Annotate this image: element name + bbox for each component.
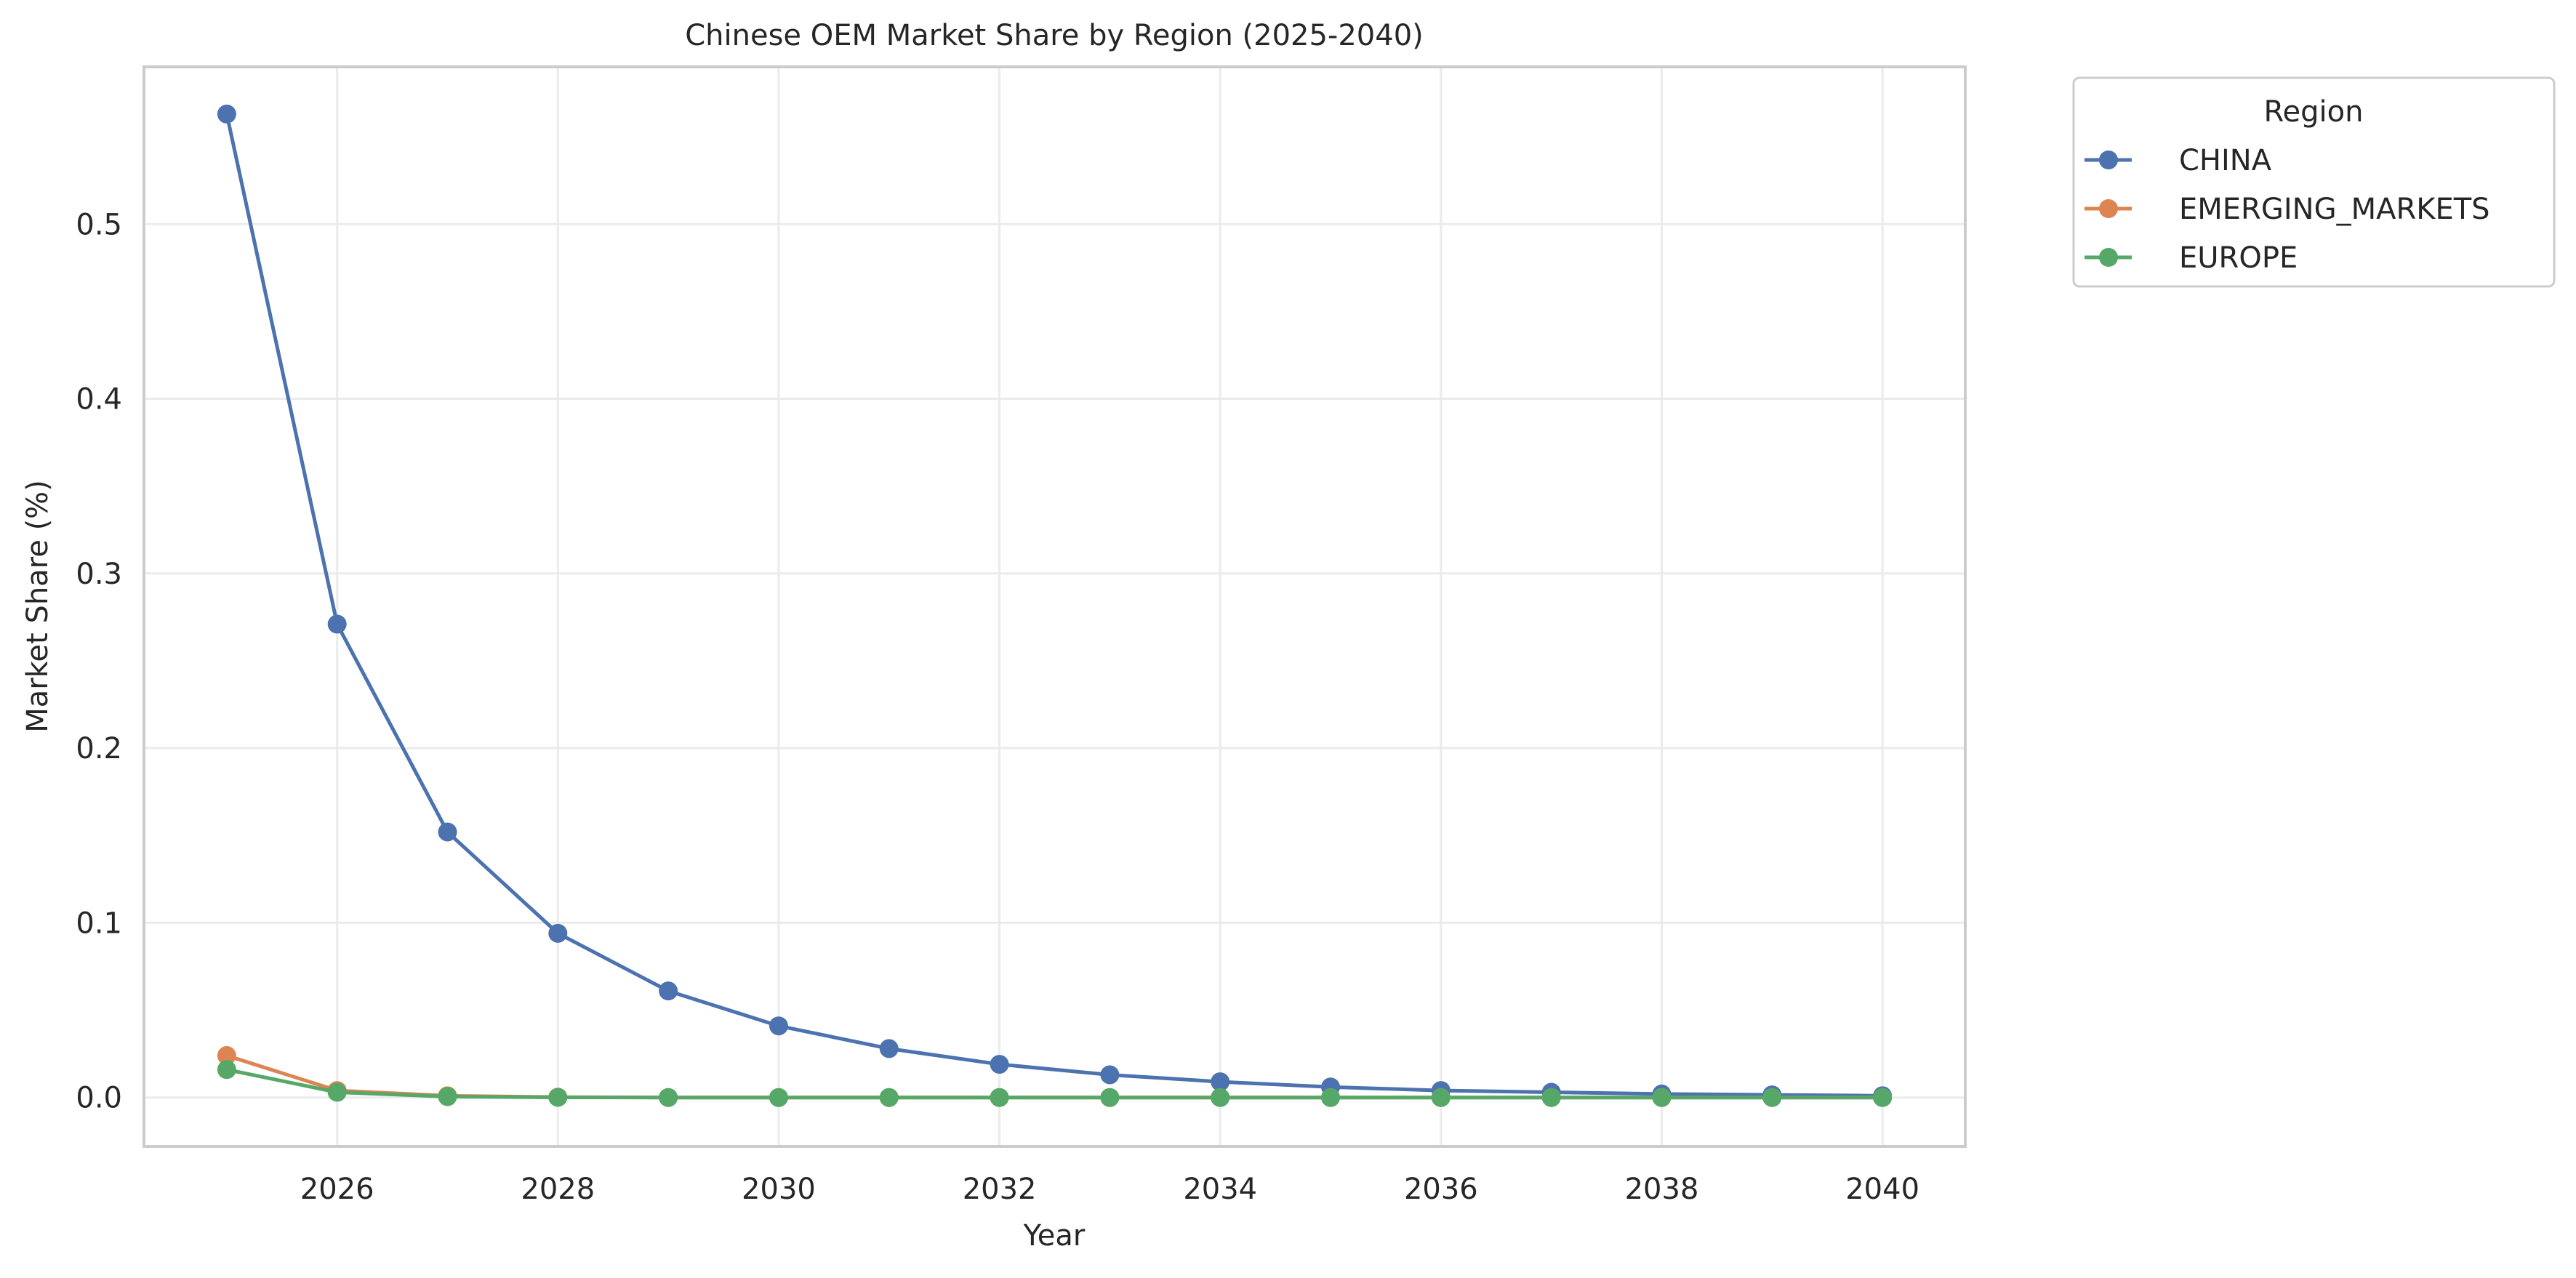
x-tick-label: 2030 bbox=[742, 1173, 816, 1206]
legend-swatch-marker bbox=[2099, 248, 2118, 267]
legend-title: Region bbox=[2264, 95, 2364, 129]
data-point-europe bbox=[217, 1060, 236, 1080]
data-point-europe bbox=[1652, 1088, 1672, 1107]
legend-swatch-marker bbox=[2099, 199, 2118, 218]
series-line-europe bbox=[225, 1067, 1885, 1100]
x-tick-label: 2032 bbox=[963, 1173, 1037, 1206]
data-point-china bbox=[1100, 1065, 1120, 1085]
x-axis-label: Year bbox=[1023, 1219, 1086, 1253]
data-point-europe bbox=[1762, 1088, 1782, 1107]
data-point-europe bbox=[438, 1087, 457, 1106]
legend-entry-china: CHINA bbox=[2085, 144, 2272, 177]
data-point-europe bbox=[1541, 1088, 1561, 1107]
data-point-china bbox=[1211, 1072, 1230, 1092]
x-tick-label: 2028 bbox=[521, 1173, 595, 1206]
legend-entry-europe: EUROPE bbox=[2085, 241, 2298, 275]
y-tick-label: 0.3 bbox=[76, 558, 122, 591]
data-point-europe bbox=[879, 1088, 899, 1107]
data-point-europe bbox=[1100, 1088, 1120, 1107]
chart-title: Chinese OEM Market Share by Region (2025… bbox=[685, 19, 1424, 52]
data-point-europe bbox=[659, 1088, 678, 1107]
data-point-europe bbox=[327, 1082, 347, 1102]
data-point-europe bbox=[1431, 1088, 1450, 1107]
y-tick-label: 0.4 bbox=[76, 383, 122, 417]
data-point-china bbox=[990, 1055, 1009, 1074]
plot-area-frame bbox=[143, 65, 1967, 1148]
data-point-europe bbox=[990, 1088, 1009, 1107]
y-tick-label: 0.1 bbox=[76, 907, 122, 940]
legend-label: CHINA bbox=[2179, 144, 2272, 177]
data-point-europe bbox=[769, 1088, 788, 1107]
series-line-china bbox=[225, 112, 1885, 1098]
data-point-china bbox=[327, 614, 347, 634]
data-point-china bbox=[769, 1016, 788, 1036]
x-tick-label: 2036 bbox=[1404, 1173, 1478, 1206]
data-point-china bbox=[217, 104, 236, 124]
data-point-china bbox=[548, 923, 568, 943]
data-point-china bbox=[438, 822, 457, 842]
data-point-europe bbox=[548, 1088, 568, 1107]
legend-entries: CHINA EMERGING_MARKETS EUROPE bbox=[2085, 144, 2490, 275]
y-tick-label: 0.5 bbox=[76, 208, 122, 241]
legend-entry-emerging-markets: EMERGING_MARKETS bbox=[2085, 193, 2490, 226]
data-point-emerging-markets bbox=[217, 1046, 236, 1066]
axis-layer: 2026 2028 2030 2032 2034 2036 2038 2040 0.0 0.1 0.… bbox=[76, 208, 1919, 1206]
x-tick-label: 2038 bbox=[1625, 1173, 1699, 1206]
y-axis-label: Market Share (%) bbox=[21, 480, 55, 733]
legend-box bbox=[2072, 76, 2556, 288]
x-tick-label: 2034 bbox=[1183, 1173, 1257, 1206]
series-europe bbox=[217, 1060, 1893, 1107]
data-point-europe bbox=[1873, 1088, 1893, 1107]
data-point-europe bbox=[1321, 1088, 1341, 1107]
legend-swatch-marker bbox=[2099, 150, 2118, 169]
x-tick-label: 2040 bbox=[1845, 1173, 1919, 1206]
legend: Region CHINA EMERGING_MARKETS EUROPE bbox=[2072, 76, 2556, 288]
data-point-china bbox=[659, 981, 678, 1001]
series-layer bbox=[217, 104, 1893, 1107]
data-point-europe bbox=[1211, 1088, 1230, 1107]
data-point-china bbox=[879, 1039, 899, 1058]
legend-label: EUROPE bbox=[2179, 241, 2298, 275]
legend-label: EMERGING_MARKETS bbox=[2179, 193, 2490, 226]
x-tick-label: 2026 bbox=[300, 1173, 374, 1206]
y-tick-label: 0.2 bbox=[76, 732, 122, 765]
y-tick-label: 0.0 bbox=[76, 1082, 122, 1115]
